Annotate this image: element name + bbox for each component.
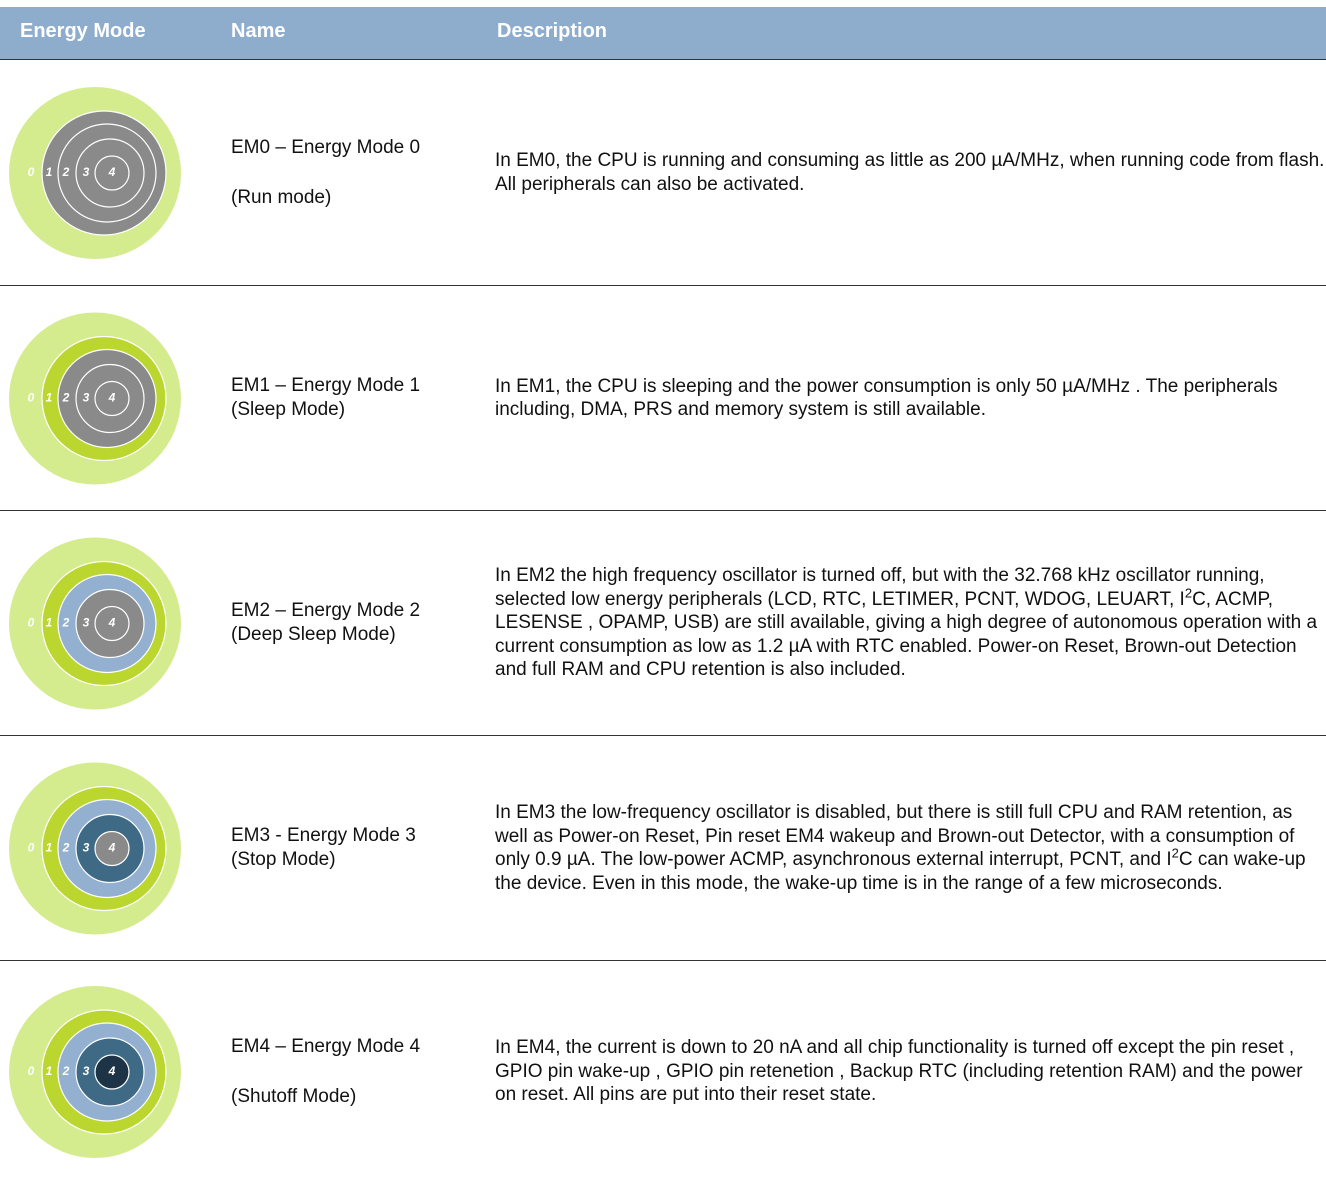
icon-ring	[94, 830, 130, 867]
description-cell: In EM4, the current is down to 20 nA and…	[495, 961, 1326, 1182]
header-cell: Description	[497, 20, 608, 42]
ring-label: 3	[83, 165, 90, 179]
description-text: C can wake-up the device. Even in this m…	[495, 849, 1306, 894]
table-row: 0 1 2 3 4 EM3 - Energy Mode 3 (Stop Mode) In EM…	[0, 736, 1326, 961]
mode: (Shutoff Mode)	[231, 1085, 357, 1107]
ring-label: 0	[28, 1064, 35, 1078]
description-text: In EM3 the low-frequency oscillator is d…	[495, 802, 1295, 870]
description-text: C, ACMP, LESENSE , OPAMP, USB) are still…	[495, 588, 1318, 681]
table-header: Energy Mode Name Description	[0, 7, 1326, 60]
mode-name: EM3 - Energy Mode 3	[231, 825, 416, 846]
ring-label: 4	[108, 841, 116, 855]
mode-name: EM0 – Energy Mode 0	[231, 136, 421, 158]
header-cell: Name	[231, 20, 286, 42]
ring-label: 2	[62, 841, 70, 855]
description: In EM1, the CPU is sleeping and the powe…	[495, 375, 1326, 422]
mode-name: EM2 – Energy Mode 2	[231, 600, 421, 621]
description-text: In EM1, the CPU is sleeping and the powe…	[495, 375, 1278, 421]
name-cell: EM3 - Energy Mode 3 (Stop Mode)	[231, 736, 481, 960]
description: In EM0, the CPU is running and consuming…	[495, 149, 1326, 196]
ring-label: 1	[46, 1064, 53, 1078]
description: In EM2 the high frequency oscillator is …	[495, 564, 1326, 682]
description: In EM4, the current is down to 20 nA and…	[495, 1036, 1326, 1107]
ring-label: 0	[28, 616, 35, 630]
ring-label: 4	[108, 391, 116, 405]
mode: (Sleep Mode)	[231, 399, 346, 420]
ring-label: 4	[108, 165, 116, 179]
ring-label: 3	[83, 616, 90, 630]
ring-label: 4	[108, 616, 116, 630]
table-row: 0 1 2 3 4 EM1 – Energy Mode 1 (Sleep Mode) In E…	[0, 286, 1326, 511]
ring-label: 3	[83, 1064, 90, 1078]
ring-label: 1	[46, 391, 53, 405]
description-text: In EM0, the CPU is running and consuming…	[495, 150, 1325, 195]
table-row: 0 1 2 3 4 EM0 – Energy Mode 0 (Run mode) In EM0…	[0, 60, 1326, 286]
ring-label: 2	[62, 616, 70, 630]
mode: (Stop Mode)	[231, 849, 336, 870]
description-cell: In EM1, the CPU is sleeping and the powe…	[495, 286, 1326, 510]
ring-label: 0	[28, 841, 35, 855]
name-cell: EM2 – Energy Mode 2 (Deep Sleep Mode)	[231, 511, 481, 735]
icon-ring	[94, 1054, 130, 1090]
ring-label: 2	[62, 165, 70, 179]
superscript: 2	[1171, 845, 1179, 861]
description-text: In EM4, the current is down to 20 nA and…	[495, 1037, 1303, 1106]
header-cell: Energy Mode	[20, 20, 146, 42]
ring-label: 2	[62, 1064, 70, 1078]
ring-label: 4	[108, 1064, 116, 1078]
ring-label: 3	[83, 841, 90, 855]
ring-label: 0	[28, 165, 35, 179]
ring-label: 1	[46, 616, 53, 630]
description: In EM3 the low-frequency oscillator is d…	[495, 801, 1326, 895]
description-cell: In EM3 the low-frequency oscillator is d…	[495, 736, 1326, 960]
ring-label: 3	[83, 391, 90, 405]
ring-label: 1	[46, 841, 53, 855]
ring-label: 2	[62, 391, 70, 405]
mode: (Deep Sleep Mode)	[231, 624, 396, 645]
description-text: In EM2 the high frequency oscillator is …	[495, 565, 1265, 610]
name-cell: EM0 – Energy Mode 0 (Run mode)	[231, 60, 481, 285]
icon-ring	[94, 380, 130, 417]
ring-label: 1	[46, 165, 53, 179]
mode: (Run mode)	[231, 186, 332, 208]
table-row: 0 1 2 3 4 EM2 – Energy Mode 2 (Deep Sleep Mode…	[0, 511, 1326, 736]
description-cell: In EM0, the CPU is running and consuming…	[495, 60, 1326, 285]
icon-ring	[94, 605, 130, 642]
table-row: 0 1 2 3 4 EM4 – Energy Mode 4 (Shutoff Mode) In…	[0, 961, 1326, 1182]
name-cell: EM4 – Energy Mode 4 (Shutoff Mode)	[231, 961, 481, 1182]
superscript: 2	[1184, 585, 1193, 601]
description-cell: In EM2 the high frequency oscillator is …	[495, 511, 1326, 735]
icon-ring	[94, 155, 130, 191]
mode-name: EM4 – Energy Mode 4	[231, 1035, 421, 1057]
name-cell: EM1 – Energy Mode 1 (Sleep Mode)	[231, 286, 481, 510]
ring-label: 0	[28, 391, 35, 405]
mode-name: EM1 – Energy Mode 1	[231, 375, 421, 396]
